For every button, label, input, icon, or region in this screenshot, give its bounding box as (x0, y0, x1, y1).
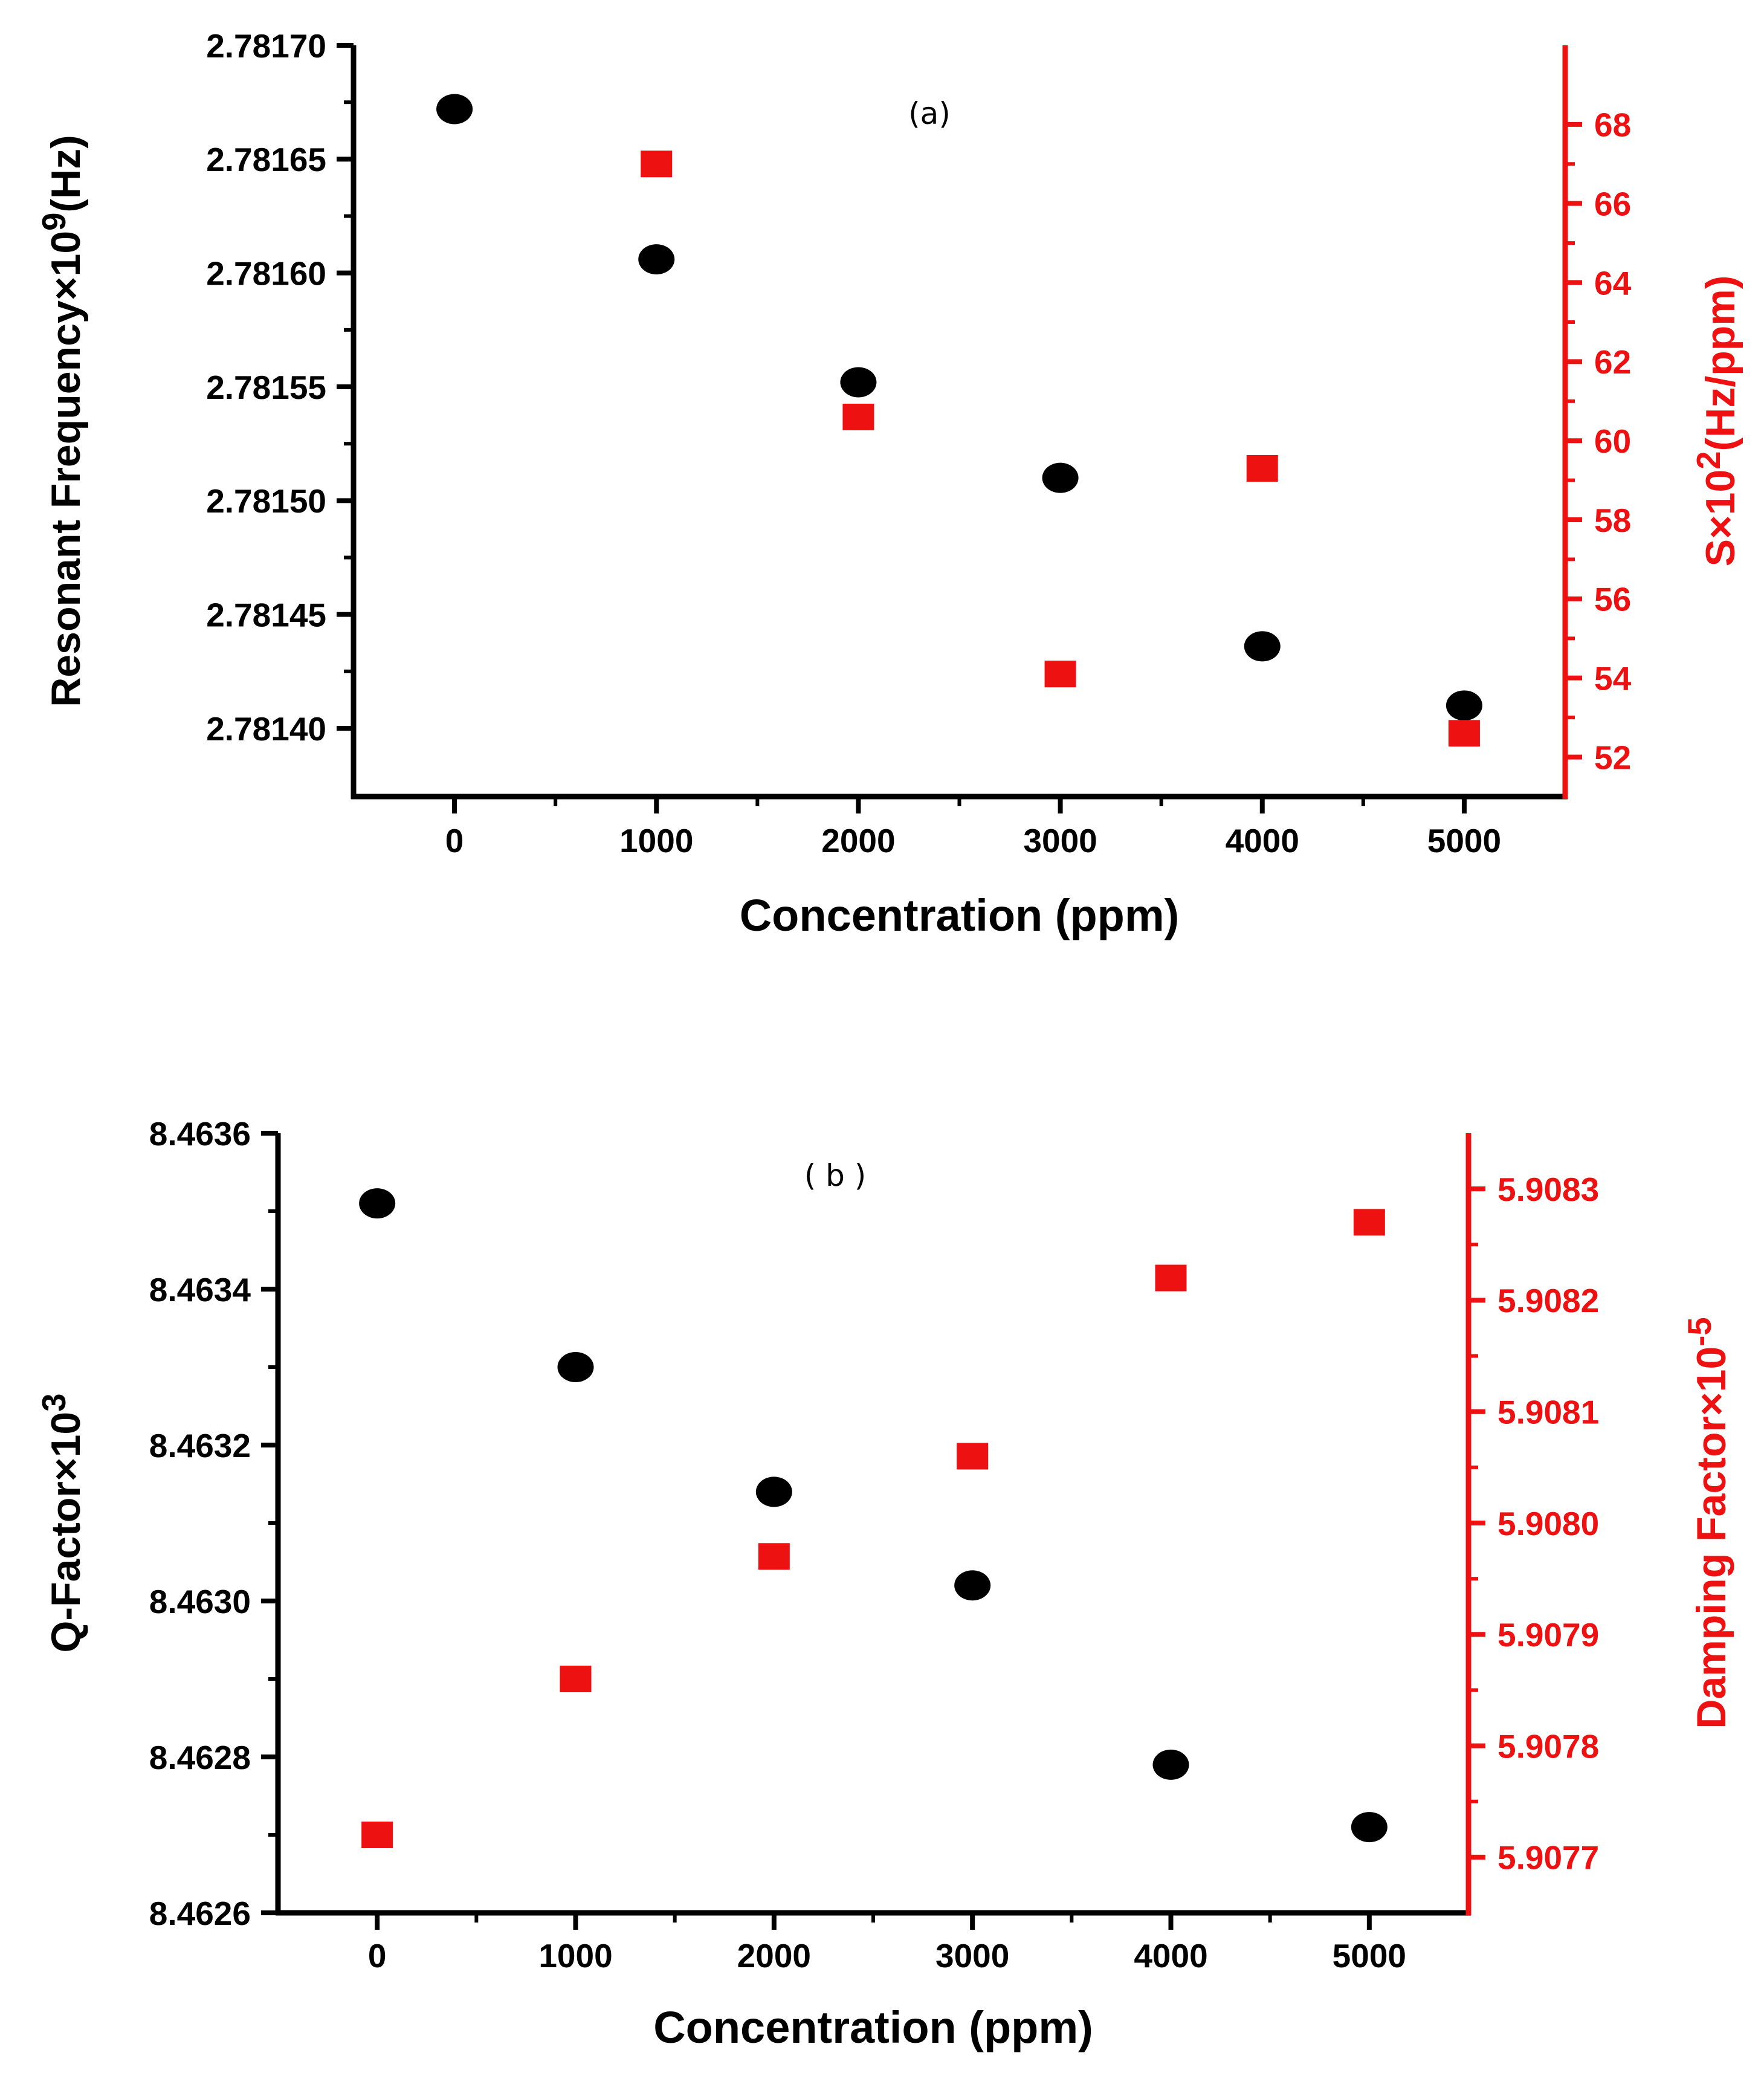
data-point-square (1155, 1264, 1187, 1292)
right-tick-label: 5.9079 (1497, 1616, 1599, 1654)
right-tick-label: 60 (1594, 422, 1631, 460)
data-point-circle (359, 1188, 396, 1219)
right-tick-label: 5.9081 (1497, 1394, 1599, 1431)
x-tick-label: 0 (368, 1937, 387, 1974)
right-tick-label: 66 (1594, 185, 1631, 222)
right-tick-label: 56 (1594, 581, 1631, 618)
panel-label: ( b ) (804, 1158, 867, 1193)
x-axis-title: Concentration (ppm) (740, 890, 1180, 940)
data-point-circle (436, 94, 473, 125)
data-point-circle (1446, 690, 1482, 721)
left-axis-title-main: Resonant Frequency×10 (43, 231, 89, 707)
left-tick-label: 8.4626 (149, 1895, 251, 1932)
data-point-square (560, 1666, 592, 1692)
right-tick-label: 5.9080 (1497, 1505, 1599, 1542)
right-tick-label: 58 (1594, 502, 1631, 539)
data-point-circle (1351, 1812, 1388, 1843)
data-point-square (361, 1822, 393, 1848)
right-tick-label: 68 (1594, 106, 1631, 144)
data-point-circle (557, 1352, 594, 1382)
x-tick-label: 1000 (538, 1937, 612, 1974)
x-tick-label: 2000 (821, 822, 895, 859)
data-point-square (1246, 455, 1278, 482)
data-point-square (758, 1543, 790, 1570)
left-tick-label: 8.4632 (149, 1427, 251, 1464)
left-axis-title-tail: (Hz) (43, 135, 89, 212)
x-tick-label: 4000 (1134, 1937, 1207, 1974)
right-tick-label: 52 (1594, 739, 1631, 776)
right-axis-title-main: S×10 (1698, 470, 1743, 567)
left-axis-title: Q-Factor×103 (36, 1394, 89, 1653)
left-tick-label: 2.78170 (206, 27, 326, 65)
right-axis-title-sup: 2 (1690, 451, 1727, 469)
left-tick-label: 2.78150 (206, 482, 326, 520)
left-tick-label: 2.78160 (206, 254, 326, 292)
x-tick-label: 0 (445, 822, 464, 859)
right-tick-label: 64 (1594, 264, 1632, 302)
data-point-square (842, 403, 874, 430)
right-axis-title-main: Damping Factor×10 (1688, 1347, 1734, 1729)
right-tick-label: 5.9082 (1497, 1282, 1599, 1319)
x-tick-label: 2000 (737, 1937, 811, 1974)
x-tick-label: 3000 (935, 1937, 1009, 1974)
left-axis-title-sup: 9 (36, 213, 73, 231)
x-tick-label: 5000 (1427, 822, 1501, 859)
data-point-square (1448, 720, 1480, 747)
x-tick-label: 5000 (1333, 1937, 1406, 1974)
panel-a: 2.78140 2.78145 2.78150 2.78155 2.78160 2.781… (36, 27, 1743, 940)
panel-b: 8.4626 8.4628 8.4630 8.4632 8.4634 8.4636 5.90… (36, 1115, 1734, 2052)
left-tick-label: 2.78165 (206, 141, 326, 178)
data-point-square (1044, 661, 1076, 688)
left-axis-title: Resonant Frequency×109(Hz) (36, 135, 89, 707)
left-tick-label: 2.78140 (206, 710, 326, 748)
left-tick-label: 8.4634 (149, 1271, 251, 1308)
data-point-circle (840, 367, 877, 398)
data-point-circle (755, 1476, 792, 1507)
left-axis-title-main: Q-Factor×10 (43, 1412, 89, 1653)
data-point-square (1353, 1209, 1385, 1236)
data-point-circle (1042, 462, 1079, 493)
left-tick-label: 8.4628 (149, 1739, 251, 1776)
right-tick-label: 54 (1594, 660, 1632, 697)
data-point-circle (1244, 631, 1281, 662)
x-tick-label: 4000 (1226, 822, 1299, 859)
right-axis-title-tail: (Hz/ppm) (1698, 276, 1743, 451)
x-tick-label: 3000 (1023, 822, 1097, 859)
left-tick-label: 2.78145 (206, 596, 326, 633)
left-axis-title-sup: 3 (36, 1394, 73, 1412)
data-point-circle (638, 244, 675, 275)
left-tick-label: 8.4630 (149, 1583, 251, 1620)
x-axis-title: Concentration (ppm) (653, 2002, 1093, 2052)
right-axis-title: Damping Factor×10-5 (1681, 1317, 1734, 1729)
right-tick-label: 5.9083 (1497, 1171, 1599, 1208)
left-tick-label: 2.78155 (206, 369, 326, 406)
right-axis-title-sup: -5 (1681, 1317, 1718, 1346)
data-point-square (957, 1443, 989, 1470)
right-tick-label: 62 (1594, 343, 1631, 381)
x-tick-label: 1000 (619, 822, 693, 859)
left-tick-label: 8.4636 (149, 1115, 251, 1153)
right-tick-label: 5.9077 (1497, 1839, 1599, 1877)
panel-label: (a) (908, 96, 951, 131)
data-point-circle (1152, 1749, 1189, 1780)
data-point-circle (954, 1570, 991, 1601)
right-axis-title: S×102(Hz/ppm) (1690, 276, 1743, 567)
data-point-square (641, 150, 673, 178)
right-tick-label: 5.9078 (1497, 1727, 1599, 1765)
